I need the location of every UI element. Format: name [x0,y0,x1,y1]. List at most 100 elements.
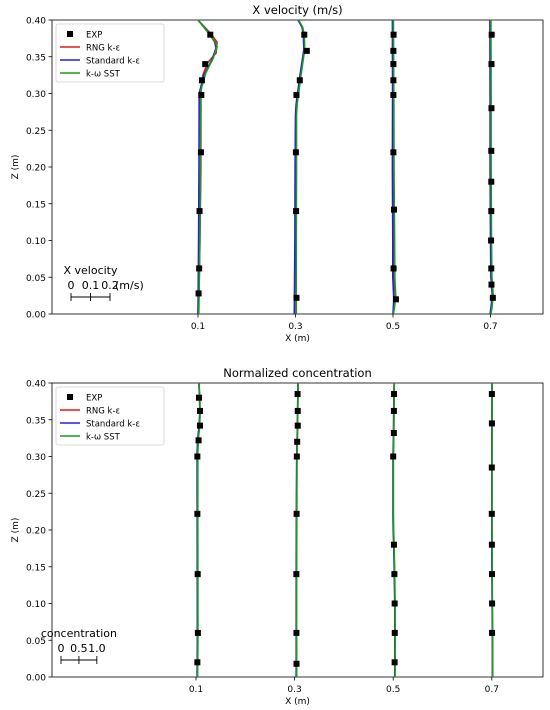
exp-data-point [197,407,204,414]
exp-data-point [294,438,301,445]
legend-marker-exp [67,31,73,37]
y-tick-label: 0.40 [26,380,46,390]
exp-data-point [390,206,397,213]
exp-data-point [293,208,300,215]
exp-data-point [488,105,495,112]
scale-bar-title: X velocity [63,264,118,277]
exp-data-point [488,61,495,68]
legend-label: EXP [86,394,102,404]
exp-data-point [488,281,495,288]
exp-data-point [488,31,495,38]
exp-data-point [390,47,397,54]
exp-data-point [196,422,203,429]
profile-4 [488,382,496,678]
y-tick-label: 0.25 [26,490,46,500]
y-axis-label: Z (m) [11,155,21,180]
x-tick-label: 0.5 [386,685,400,695]
x-axis-label: X (m) [285,697,310,707]
exp-data-point [194,571,201,578]
x-tick-label: 0.1 [191,322,205,332]
scale-bar-tick-label: 1.0 [88,642,106,655]
scale-bar-tick-label: 0 [68,279,75,292]
y-tick-label: 0.30 [26,90,46,100]
scale-bar-unit: (m/s) [115,279,144,292]
exp-data-point [196,208,203,215]
y-tick-label: 0.10 [26,237,46,247]
exp-data-point [390,31,397,38]
x-tick-label: 0.5 [386,322,400,332]
exp-data-point [303,47,310,54]
legend-label: EXP [86,31,102,41]
series-line-k-sst [392,19,397,315]
exp-data-point [391,600,398,607]
exp-data-point [488,178,495,185]
exp-data-point [293,453,300,460]
profile-3 [390,19,399,315]
exp-data-point [390,77,397,84]
x-tick-label: 0.3 [288,322,302,332]
legend-box [55,23,165,83]
exp-data-point [488,510,495,517]
y-tick-label: 0.05 [26,274,46,284]
y-tick-label: 0.15 [26,563,46,573]
y-tick-label: 0.25 [26,127,46,137]
x-tick-label: 0.7 [483,322,497,332]
exp-data-point [198,77,205,84]
y-tick-label: 0.00 [26,311,46,321]
y-tick-label: 0.35 [26,53,46,63]
profile-2 [292,19,310,315]
scale-bar-tick-label: 0.5 [70,642,88,655]
exp-data-point [194,659,201,666]
chart-panel-2: Normalized concentration 0.00 0.05 0.1 0 0.15… [11,366,544,707]
exp-data-point [207,31,214,38]
exp-data-point [292,149,299,156]
x-tick-label: 0.7 [485,685,499,695]
exp-data-point [391,629,398,636]
legend-label: RNG k-ε [86,407,121,417]
exp-data-point [488,391,495,398]
exp-data-point [488,237,495,244]
exp-data-point [197,149,204,156]
y-tick-label: 0.05 [26,637,46,647]
exp-data-point [196,265,203,272]
exp-data-point [294,391,301,398]
exp-data-point [194,453,201,460]
exp-data-point [293,629,300,636]
exp-data-point [488,265,495,272]
series-line-k-sst [491,382,494,678]
profile-2 [293,382,301,678]
exp-data-point [294,407,301,414]
exp-data-point [390,541,397,548]
exp-data-point [391,571,398,578]
x-tick-label: 0.3 [287,685,301,695]
chart-panel-1: X velocity (m/s)0.000.050.100.150.200.25… [11,3,544,344]
exp-data-point [488,571,495,578]
profile-1 [195,19,218,315]
y-tick-label: 0.30 [26,453,46,463]
exp-data-point [390,149,397,156]
exp-data-point [293,660,300,667]
legend-marker-exp [67,394,73,400]
y-axis-label: Z (m) [11,518,21,543]
scale-bar-tick-label: 0.1 [82,279,100,292]
exp-data-point [293,571,300,578]
scale-bar-tick-label: 0 [58,642,65,655]
x-axis-label: X (m) [285,334,310,344]
exp-data-point [489,600,496,607]
exp-data-point [293,91,300,98]
series-line-k-sst [295,19,306,314]
exp-data-point [488,208,495,215]
y-tick-label: 0.20 [26,164,46,174]
exp-data-point [390,91,397,98]
chart-title: Normalized concentration [223,366,372,380]
x-tick-label: 0.1 [189,685,203,695]
exp-data-point [489,294,496,301]
legend-label: Standard k-ε [86,420,140,430]
series-line-k-sst [295,382,299,678]
exp-data-point [488,541,495,548]
profile-3 [390,382,398,677]
scale-bar-tick-label: 0.2 [101,279,119,292]
legend-label: Standard k-ε [86,57,140,67]
y-tick-label: 0.20 [26,527,46,537]
y-tick-label: 0.00 [26,674,46,684]
